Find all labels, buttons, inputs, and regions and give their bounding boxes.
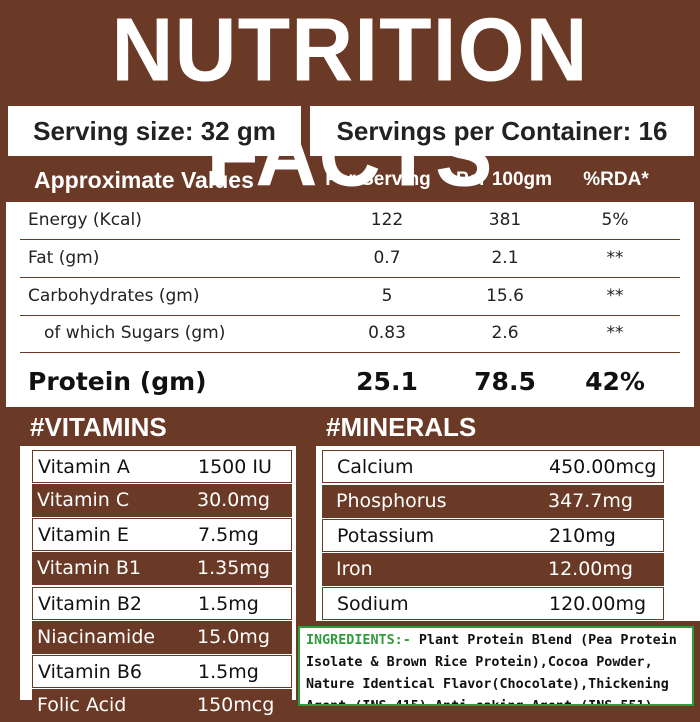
header-rda: %RDA* (583, 169, 649, 190)
vitamin-value: 1.5mg (198, 593, 259, 615)
nutrient-name: Energy (Kcal) (28, 210, 142, 230)
nutrient-name: of which Sugars (gm) (44, 323, 226, 343)
per-serving-value: 0.7 (373, 248, 401, 268)
per-100gm-value: 2.1 (491, 248, 519, 268)
vitamin-name: Folic Acid (37, 694, 127, 716)
mineral-name: Iron (336, 558, 373, 580)
rda-value: 5% (601, 210, 629, 230)
table-row: Fat (gm) 0.7 2.1 ** (20, 240, 680, 278)
mineral-row: Phosphorus 347.7mg (322, 485, 664, 518)
header-per-serving: Per Serving (325, 169, 431, 190)
per-serving-value: 0.83 (368, 323, 406, 343)
vitamin-name: Vitamin B1 (37, 557, 141, 579)
nutrient-name: Carbohydrates (gm) (28, 286, 200, 306)
protein-per-serving: 25.1 (356, 367, 418, 396)
mineral-row: Calcium 450.00mcg (322, 450, 664, 483)
mineral-name: Calcium (337, 456, 414, 478)
page-title: NUTRITION FACTS (111, 0, 589, 205)
mineral-value: 347.7mg (548, 490, 633, 512)
vitamin-value: 7.5mg (198, 524, 259, 546)
vitamin-row: Vitamin C 30.0mg (32, 484, 292, 517)
vitamin-row: Folic Acid 150mcg (32, 689, 292, 722)
rda-value: ** (606, 286, 624, 306)
mineral-value: 12.00mg (548, 558, 633, 580)
vitamin-row: Vitamin A 1500 IU (32, 450, 292, 483)
mineral-name: Potassium (337, 525, 435, 547)
per-serving-value: 122 (370, 210, 404, 230)
protein-row: Protein (gm) 25.1 78.5 42% (20, 357, 680, 407)
header-approximate-values: Approximate Values (34, 167, 254, 193)
mineral-value: 120.00mg (549, 593, 647, 615)
vitamin-name: Vitamin C (37, 489, 130, 511)
nutrient-name: Fat (gm) (28, 248, 100, 268)
vitamin-row: Niacinamide 15.0mg (32, 621, 292, 654)
mineral-value: 210mg (549, 525, 616, 547)
mineral-value: 450.00mcg (549, 456, 657, 478)
serving-row: Serving size: 32 gm Servings per Contain… (0, 106, 700, 156)
per-serving-value: 5 (381, 286, 393, 306)
vitamin-value: 15.0mg (197, 626, 270, 648)
vitamin-row: Vitamin B2 1.5mg (32, 587, 292, 620)
protein-rda: 42% (585, 367, 645, 396)
mineral-row: Sodium 120.00mg (322, 587, 664, 620)
ingredients-box: INGREDIENTS:- Plant Protein Blend (Pea P… (298, 626, 694, 706)
vitamins-title: #VITAMINS (30, 412, 167, 442)
servings-per-container: Servings per Container: 16 (310, 106, 694, 156)
minerals-panel: Calcium 450.00mcg Phosphorus 347.7mg Pot… (316, 446, 700, 621)
minerals-title: #MINERALS (326, 412, 477, 442)
table-row: of which Sugars (gm) 0.83 2.6 ** (20, 315, 680, 353)
vitamins-panel: Vitamin A 1500 IU Vitamin C 30.0mg Vitam… (20, 446, 296, 722)
rda-value: ** (606, 323, 624, 343)
nutrition-table: Energy (Kcal) 122 381 5% Fat (gm) 0.7 2.… (6, 202, 694, 407)
vitamin-value: 1.35mg (197, 557, 270, 579)
vitamin-name: Vitamin E (38, 524, 129, 546)
vitamin-name: Vitamin B2 (38, 593, 142, 615)
mineral-row: Potassium 210mg (322, 519, 664, 552)
header-per-100gm: Per 100gm (455, 169, 553, 190)
table-row: Carbohydrates (gm) 5 15.6 ** (20, 278, 680, 316)
protein-label: Protein (gm) (28, 367, 207, 396)
vitamin-row: Vitamin E 7.5mg (32, 518, 292, 551)
mineral-name: Sodium (337, 593, 409, 615)
vitamin-value: 1.5mg (198, 661, 259, 683)
table-row: Energy (Kcal) 122 381 5% (20, 202, 680, 240)
per-100gm-value: 15.6 (486, 286, 524, 306)
vitamin-name: Vitamin A (38, 456, 130, 478)
per-100gm-value: 381 (488, 210, 522, 230)
vitamin-value: 1500 IU (198, 456, 272, 478)
mineral-row: Iron 12.00mg (322, 553, 664, 586)
vitamin-row: Vitamin B1 1.35mg (32, 552, 292, 585)
vitamin-name: Vitamin B6 (38, 661, 142, 683)
per-100gm-value: 2.6 (491, 323, 519, 343)
table-header: Approximate Values Per Serving Per 100gm… (0, 158, 700, 202)
vitamin-value: 30.0mg (197, 489, 270, 511)
vitamin-name: Niacinamide (37, 626, 156, 648)
protein-per-100gm: 78.5 (474, 367, 536, 396)
vitamin-row: Vitamin B6 1.5mg (32, 655, 292, 688)
vitamin-value: 150mcg (197, 694, 275, 716)
mineral-name: Phosphorus (336, 490, 447, 512)
serving-size: Serving size: 32 gm (8, 106, 301, 156)
rda-value: ** (606, 248, 624, 268)
ingredients-label: INGREDIENTS:- (306, 633, 411, 648)
